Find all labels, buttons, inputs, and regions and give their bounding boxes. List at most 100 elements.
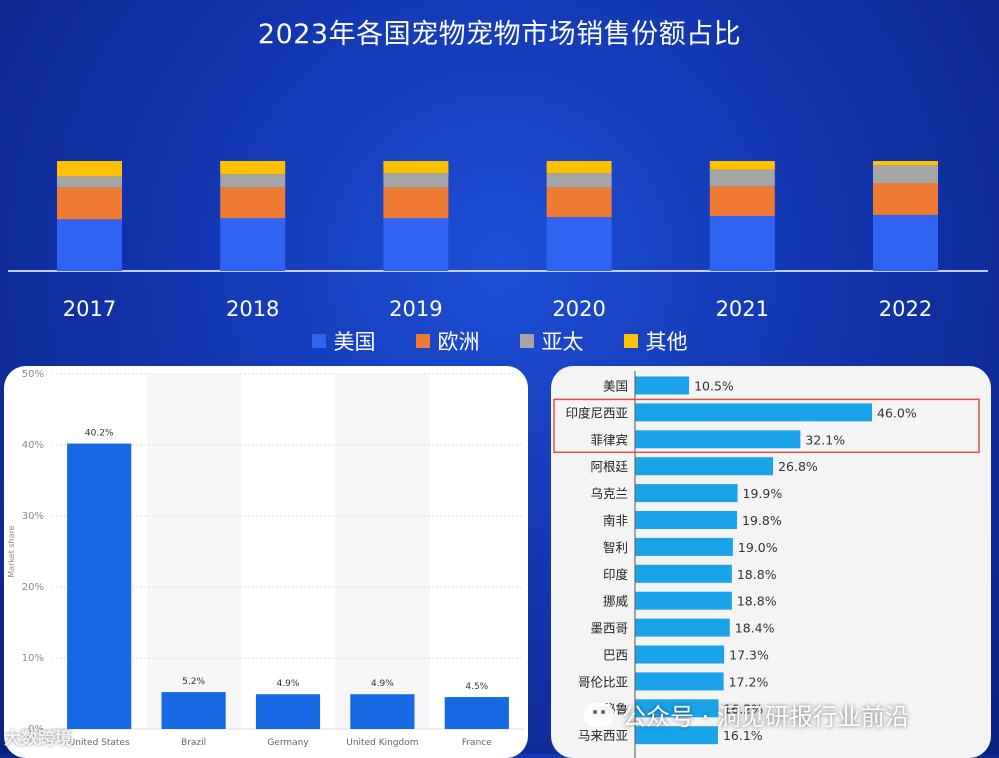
data-label: 18.8%	[737, 594, 777, 609]
hbar-4	[635, 484, 738, 503]
hbar-7	[635, 564, 732, 583]
x-tick-label: 2019	[389, 297, 442, 321]
category-label: 印度	[603, 567, 629, 582]
category-label: 印度尼西亚	[565, 405, 628, 420]
bar-united-kingdom	[350, 694, 415, 729]
y-tick-label: 40%	[22, 440, 44, 451]
x-tick-label: United States	[69, 738, 130, 748]
category-label: 智利	[603, 540, 628, 555]
country-ranking-bar-chart: 美国 10.5% 印度尼西亚 46.0% 菲律宾 32.1% 阿根廷 26.8% 乌克兰 19.9…	[553, 371, 980, 758]
category-label: 阿根廷	[590, 459, 628, 474]
chart-title: 2023年各国宠物宠物市场销售份额占比	[257, 19, 742, 50]
market-share-panel: 0% 10% 20% 30% 40% 50% Market share 40.2% United…	[4, 366, 528, 758]
bar-united-states	[67, 443, 132, 729]
bar-segment-2022-1	[873, 183, 938, 215]
data-label: 19.8%	[742, 513, 782, 528]
category-label: 挪威	[603, 594, 629, 609]
y-tick-label: 30%	[22, 511, 44, 522]
hbar-9	[635, 618, 730, 637]
legend-label-europe: 欧洲	[437, 330, 480, 354]
bar-segment-2021-1	[709, 186, 775, 216]
bar-segment-2018-3	[220, 161, 286, 175]
column-shade	[146, 374, 241, 729]
data-label: 4.5%	[465, 682, 488, 692]
legend-swatch-usa	[311, 334, 326, 348]
bar-segment-2019-2	[383, 173, 449, 188]
legend-label-usa: 美国	[333, 330, 376, 354]
category-label: 乌克兰	[590, 486, 628, 501]
market-share-bar-chart: 0% 10% 20% 30% 40% 50% Market share 40.2% United…	[7, 369, 524, 748]
watermark-right-text: 公众号 · 洞见研报行业前沿	[622, 703, 909, 731]
bar-segment-2022-0	[873, 214, 938, 271]
legend: 美国 欧洲 亚太 其他	[0, 326, 999, 356]
bar-segment-2018-1	[220, 187, 286, 219]
legend-swatch-other	[623, 334, 638, 348]
legend-item-usa: 美国	[311, 326, 376, 356]
column-shade	[335, 374, 430, 729]
data-label: 4.9%	[277, 679, 300, 689]
bar-segment-2017-1	[57, 187, 122, 220]
data-label: 10.5%	[694, 379, 734, 394]
category-label: 马来西亚	[578, 728, 628, 743]
data-label: 40.2%	[85, 429, 114, 439]
category-label: 巴西	[603, 648, 628, 663]
hbar-3	[635, 457, 774, 476]
bar-segment-2020-2	[546, 173, 612, 188]
bar-segment-2021-0	[709, 216, 775, 271]
hbar-6	[635, 537, 733, 556]
category-label: 墨西哥	[590, 621, 628, 636]
data-label: 5.2%	[182, 677, 205, 687]
bar-segment-2020-3	[546, 161, 612, 174]
x-tick-label: 2017	[63, 297, 116, 321]
bar-segment-2020-1	[546, 187, 612, 218]
y-tick-label: 20%	[22, 582, 44, 593]
y-axis-label: Market share	[7, 525, 16, 577]
bar-segment-2019-0	[383, 218, 449, 271]
legend-item-europe: 欧洲	[415, 326, 480, 356]
bar-germany	[255, 694, 321, 729]
watermark-left: 大数跨境	[4, 724, 72, 749]
hbar-5	[635, 511, 738, 529]
bar-segment-2020-0	[546, 217, 612, 271]
wechat-icon	[584, 702, 614, 727]
bar-segment-2017-2	[57, 176, 122, 188]
bar-segment-2021-2	[709, 169, 775, 187]
data-label: 18.8%	[737, 567, 777, 582]
bar-brazil	[161, 692, 226, 729]
y-tick-label: 0%	[28, 724, 44, 735]
data-label: 32.1%	[805, 432, 845, 447]
category-label: 南非	[603, 513, 628, 528]
y-tick-label: 10%	[22, 653, 44, 664]
bar-segment-2022-2	[873, 165, 938, 183]
x-tick-label: 2018	[226, 297, 279, 321]
data-label: 19.9%	[743, 486, 783, 501]
watermark-right: 公众号 · 洞见研报行业前沿	[584, 697, 909, 732]
hbar-2	[635, 430, 801, 449]
data-label: 16.1%	[723, 728, 763, 743]
watermark-left-text: 大数跨境	[4, 729, 72, 749]
bar-segment-2018-2	[220, 174, 286, 188]
bar-segment-2019-3	[383, 161, 449, 174]
x-tick-label: Germany	[267, 738, 309, 748]
bar-france	[444, 697, 509, 729]
legend-swatch-apac	[519, 334, 534, 348]
x-tick-label: 2021	[716, 297, 769, 321]
x-tick-label: 2020	[552, 297, 605, 321]
country-ranking-panel: 美国 10.5% 印度尼西亚 46.0% 菲律宾 32.1% 阿根廷 26.8% 乌克兰 19.9…	[551, 366, 991, 758]
data-label: 19.0%	[738, 540, 778, 555]
data-label: 26.8%	[778, 459, 818, 474]
hbar-10	[635, 645, 725, 664]
hbar-0	[635, 376, 690, 395]
bar-segment-2022-3	[873, 161, 938, 166]
bar-segment-2021-3	[709, 161, 775, 170]
data-label: 17.2%	[729, 674, 769, 689]
data-label: 17.3%	[729, 648, 769, 663]
bar-segment-2018-0	[220, 218, 286, 271]
data-label: 46.0%	[877, 405, 917, 420]
bar-segment-2017-3	[57, 161, 122, 177]
hbar-8	[635, 591, 732, 610]
legend-label-apac: 亚太	[541, 330, 584, 354]
data-label: 16.2%	[723, 701, 763, 716]
hbar-13	[635, 726, 718, 745]
data-label: 18.4%	[735, 621, 775, 636]
